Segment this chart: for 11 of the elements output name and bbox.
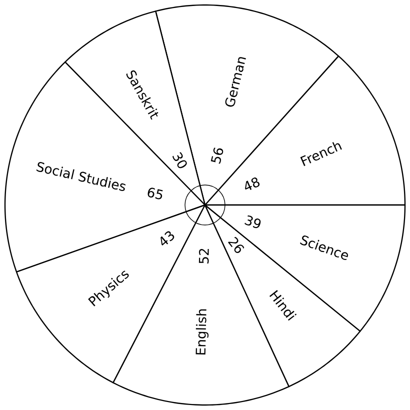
data-label: 30 xyxy=(172,152,187,168)
data-label: 26 xyxy=(228,236,244,254)
data-label: 56 xyxy=(210,148,224,164)
data-label: 43 xyxy=(160,231,174,246)
data-label: 39 xyxy=(244,215,261,228)
data-label: 48 xyxy=(245,178,260,190)
slice-label: English xyxy=(196,309,209,354)
data-label: 52 xyxy=(198,248,209,264)
slice-label: Social Studies xyxy=(36,162,126,192)
slice-label: German xyxy=(225,57,246,107)
data-label: 65 xyxy=(148,188,163,200)
